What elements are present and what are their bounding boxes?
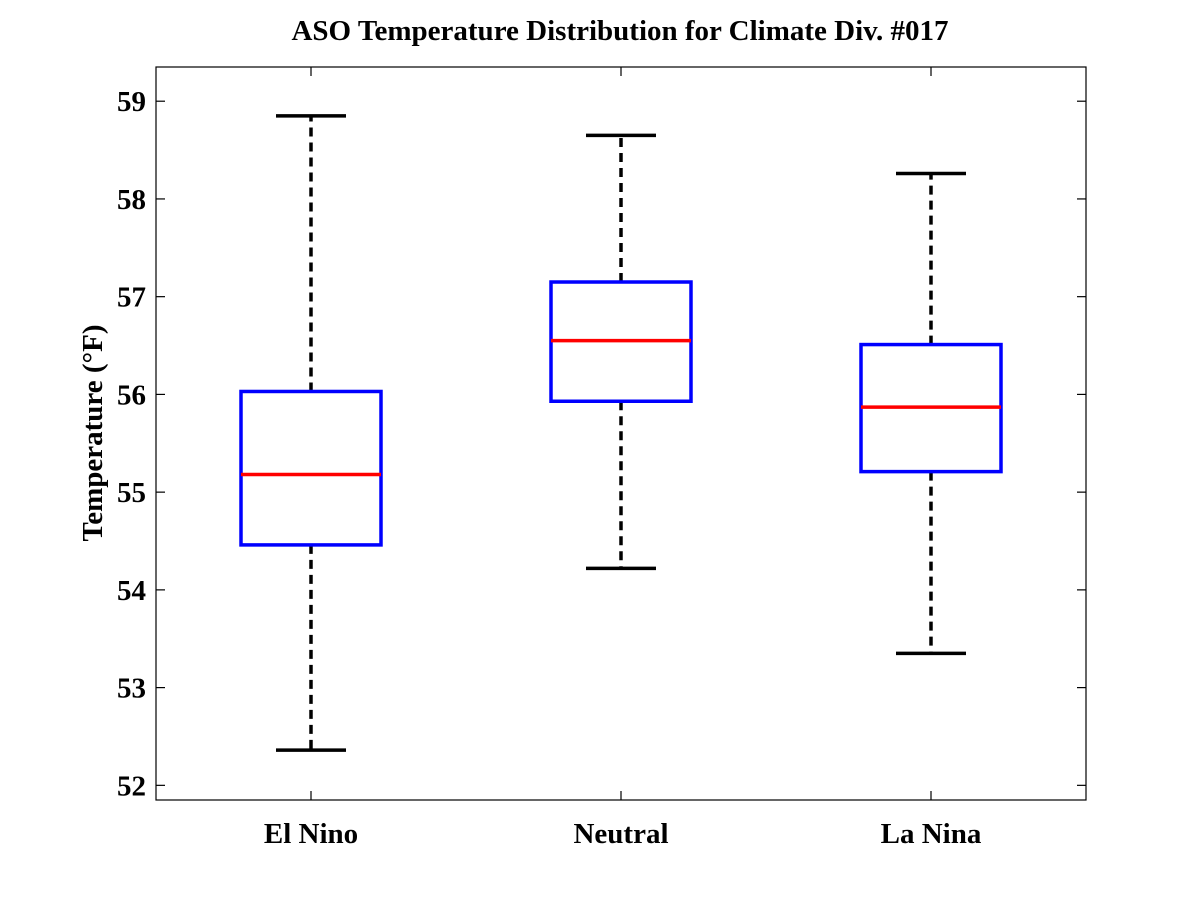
box-neutral (549, 133, 693, 571)
y-tick-label: 53 (117, 673, 146, 705)
box-series (239, 114, 1003, 752)
x-axis-ticks: El Nino Neutral La Nina (264, 67, 982, 850)
y-tick-label: 58 (117, 184, 146, 216)
x-tick-label: La Nina (881, 818, 982, 850)
y-axis-ticks: 52 53 54 55 56 57 58 59 (117, 86, 1086, 802)
y-tick-label: 56 (117, 379, 146, 411)
y-axis-label: Temperature (°F) (77, 325, 109, 542)
y-tick-label: 57 (117, 282, 146, 314)
chart-title: ASO Temperature Distribution for Climate… (291, 15, 948, 47)
y-tick-label: 54 (117, 575, 146, 607)
y-tick-label: 55 (117, 477, 146, 509)
y-tick-label: 52 (117, 770, 146, 802)
box-la-nina (859, 171, 1003, 656)
box-el-nino (239, 114, 383, 752)
y-tick-label: 59 (117, 86, 146, 118)
interquartile-box (239, 389, 383, 547)
x-tick-label: Neutral (573, 818, 668, 850)
x-tick-label: El Nino (264, 818, 358, 850)
